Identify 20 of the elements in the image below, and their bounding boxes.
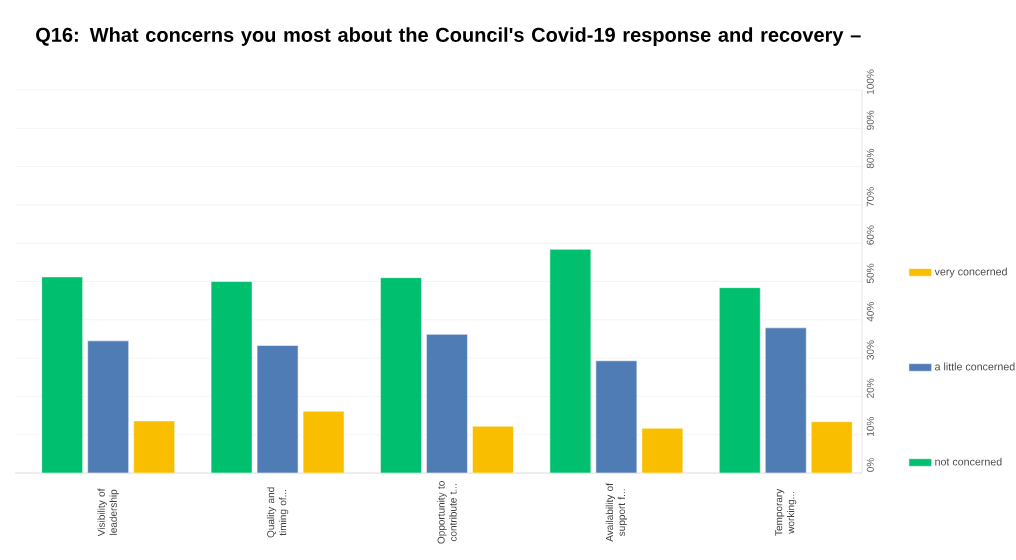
y-tick-label: 40%: [866, 302, 874, 322]
x-tick-label: Visibility of leadership: [97, 488, 119, 537]
y-tick-label: 0%: [866, 458, 874, 472]
y-tick-label: 70%: [866, 187, 874, 207]
y-tick-label: 10%: [866, 417, 874, 436]
x-tick-label: Availability of support f...: [605, 483, 628, 542]
x-tick-label: Temporary working...: [775, 488, 797, 536]
chart-title: Q16: What concerns you most about the Council's Covid-19 response and recovery –: [36, 27, 861, 46]
y-tick-label: 20%: [866, 378, 874, 398]
x-tick-label: Quality and timing of...: [266, 487, 289, 538]
y-tick-label: 60%: [866, 225, 874, 245]
y-tick-label: 30%: [866, 340, 874, 360]
legend-label: a little concerned: [935, 362, 1015, 371]
legend-label: very concerned: [934, 267, 1007, 278]
y-tick-label: 100%: [866, 69, 874, 95]
y-tick-label: 80%: [866, 148, 874, 169]
x-tick-label: Opportunity to contribute t...: [437, 481, 457, 544]
y-tick-label: 50%: [866, 263, 874, 284]
y-tick-label: 90%: [866, 110, 874, 130]
legend-label: not concerned: [935, 457, 1002, 466]
